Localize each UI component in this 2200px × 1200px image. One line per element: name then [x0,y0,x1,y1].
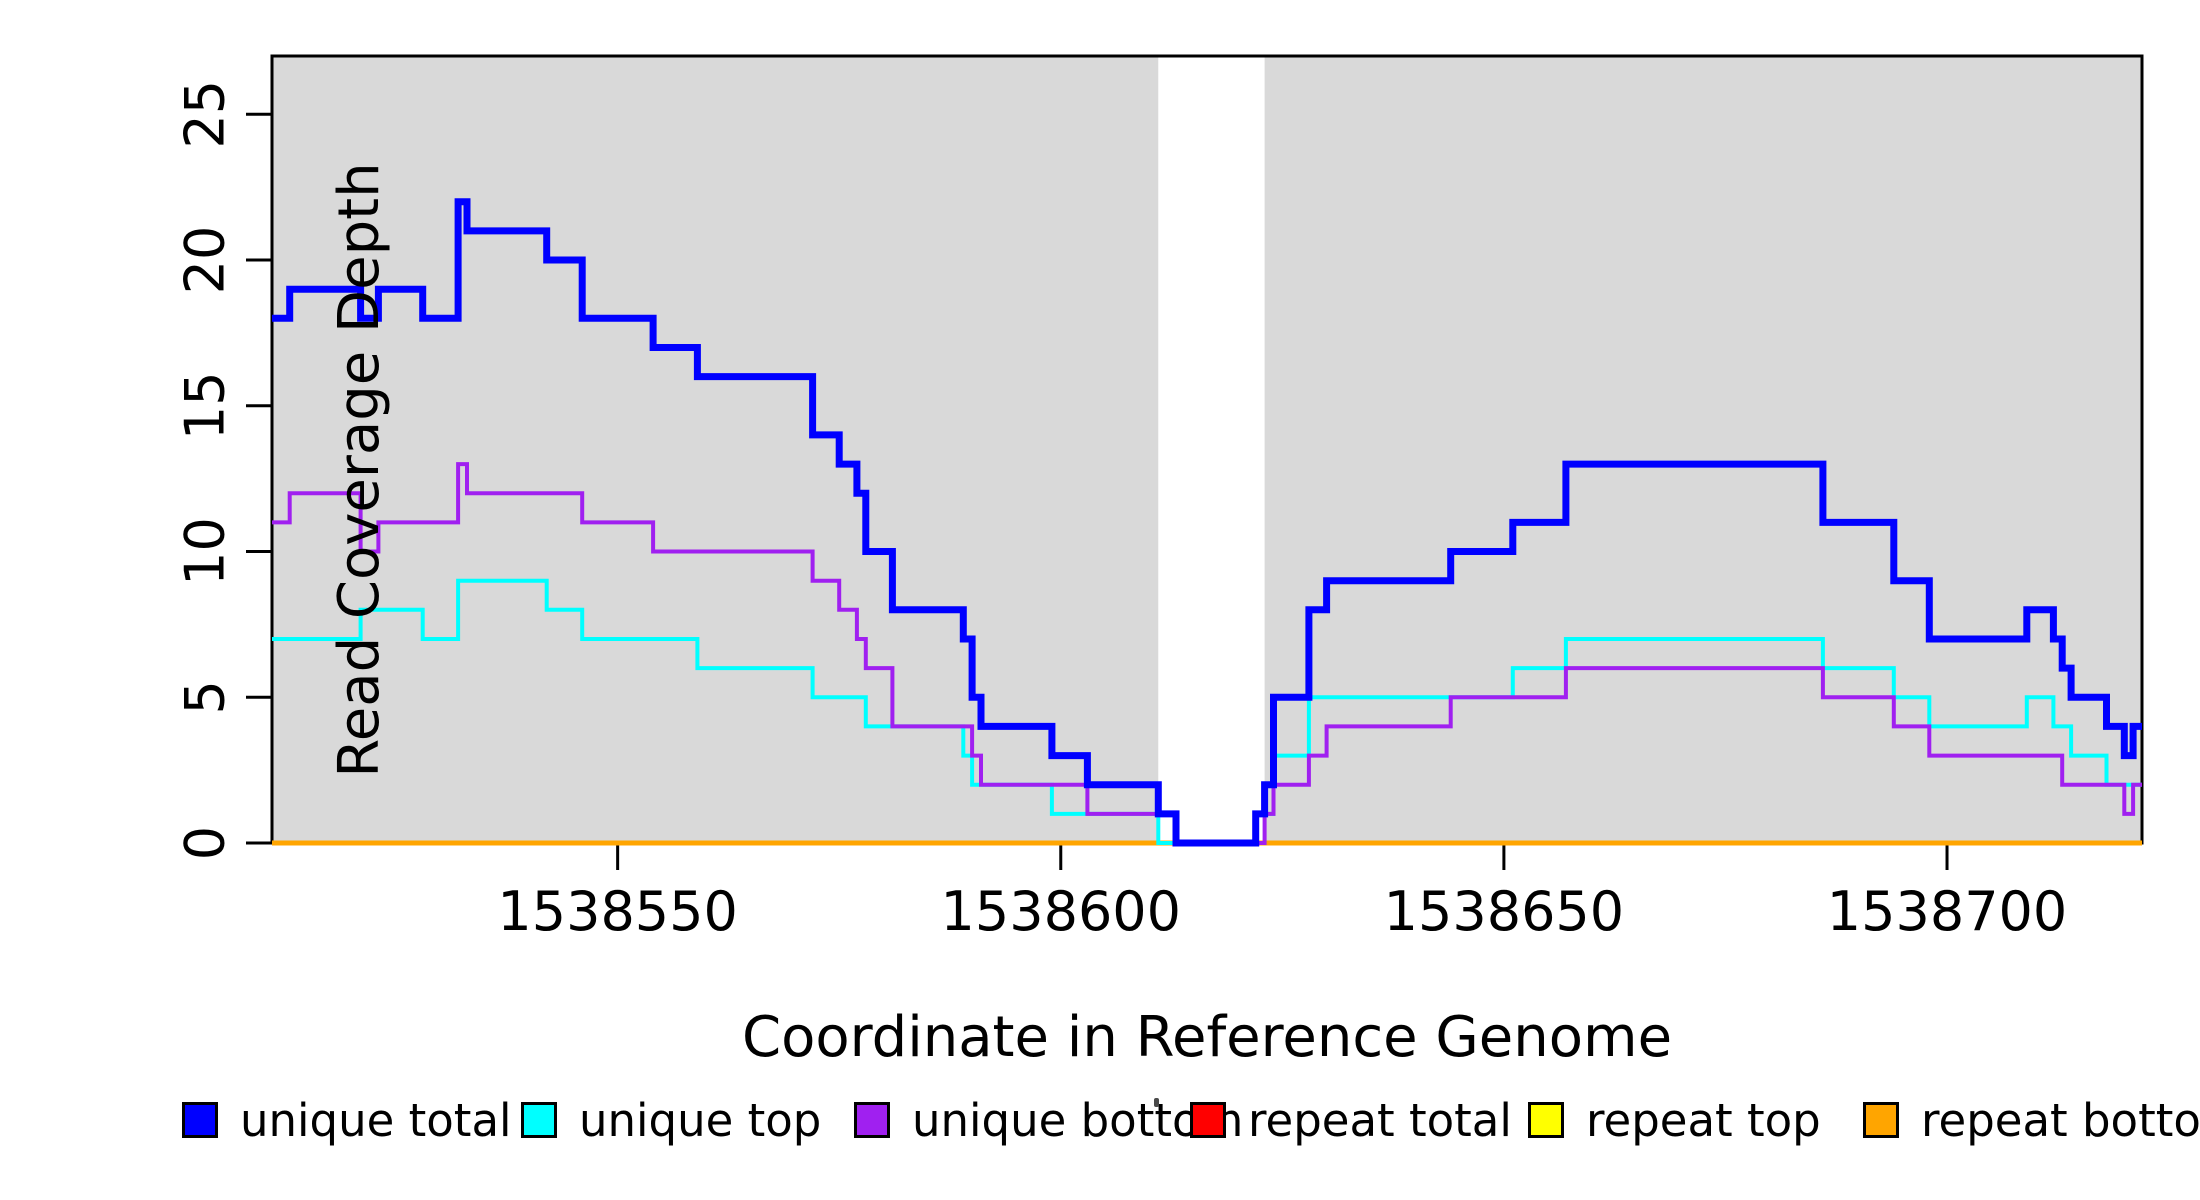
y-tick-label: 20 [174,226,237,295]
x-tick-label: 1538650 [1384,880,1625,943]
y-tick-label: 15 [174,371,237,440]
x-axis-title: Coordinate in Reference Genome [741,1005,1673,1070]
legend: unique total unique top unique bottom repea… [0,1093,2200,1147]
legend-item-unique-bottom: unique bottom [854,1093,1244,1147]
legend-item-unique-top: unique top [521,1093,822,1147]
legend-label-repeat-bottom: repeat bottom [1921,1093,2200,1147]
series-unique-bottom [272,462,2142,845]
legend-item-repeat-total: repeat total [1190,1093,1512,1147]
legend-item-repeat-bottom: repeat bottom [1863,1093,2200,1147]
y-axis-title: Read Coverage Depth [327,162,393,778]
y-tick-label: 25 [174,80,237,149]
legend-label-unique-total: unique total [240,1093,512,1147]
stray-mark [1154,1098,1159,1107]
legend-label-repeat-top: repeat top [1586,1093,1821,1147]
y-tick-label: 10 [174,517,237,586]
y-tick-label: 5 [174,680,237,714]
x-tick-label: 1538550 [497,880,738,943]
x-tick-label: 1538600 [941,880,1182,943]
legend-swatch-repeat-bottom [1863,1102,1899,1138]
legend-label-unique-top: unique top [579,1093,822,1147]
legend-swatch-repeat-top [1528,1102,1564,1138]
y-tick-label: 0 [174,826,237,860]
x-tick-label: 1538700 [1827,880,2068,943]
uniqueness-shading-region-2 [1264,56,2142,843]
legend-label-repeat-total: repeat total [1248,1093,1512,1147]
legend-swatch-unique-top [521,1102,557,1138]
series-unique-total [272,198,2142,847]
legend-swatch-unique-bottom [854,1102,890,1138]
legend-item-unique-total: unique total [182,1093,512,1147]
legend-swatch-repeat-total [1190,1102,1226,1138]
legend-item-repeat-top: repeat top [1528,1093,1821,1147]
legend-swatch-unique-total [182,1102,218,1138]
uniqueness-shading-region-1 [272,56,1159,843]
legend-label-unique-bottom: unique bottom [912,1093,1244,1147]
